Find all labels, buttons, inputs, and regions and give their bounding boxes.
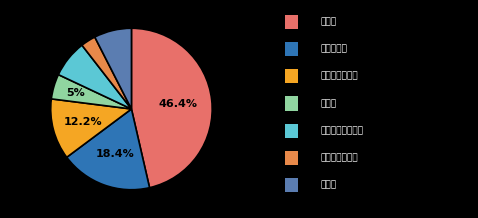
FancyBboxPatch shape	[284, 96, 298, 111]
Text: 5%: 5%	[66, 88, 85, 98]
Text: 建設業: 建設業	[320, 99, 337, 108]
Wedge shape	[51, 75, 131, 109]
Wedge shape	[51, 99, 131, 157]
Text: その他: その他	[320, 181, 337, 190]
FancyBboxPatch shape	[284, 178, 298, 192]
FancyBboxPatch shape	[284, 42, 298, 56]
Text: 3.0%: 3.0%	[64, 21, 94, 31]
Text: 46.4%: 46.4%	[159, 99, 197, 109]
FancyBboxPatch shape	[284, 124, 298, 138]
FancyBboxPatch shape	[284, 151, 298, 165]
Wedge shape	[131, 28, 212, 188]
Text: 12.2%: 12.2%	[64, 117, 102, 127]
Text: 運輸業・郵便業: 運輸業・郵便業	[320, 153, 358, 163]
Wedge shape	[82, 37, 131, 109]
Wedge shape	[58, 45, 131, 109]
Text: その他サービス業: その他サービス業	[320, 126, 363, 135]
Text: 卸売業・小売業: 卸売業・小売業	[320, 72, 358, 81]
Wedge shape	[95, 28, 131, 109]
Text: 製造業: 製造業	[320, 17, 337, 26]
Wedge shape	[67, 109, 150, 190]
FancyBboxPatch shape	[284, 15, 298, 29]
Text: 18.4%: 18.4%	[96, 150, 134, 160]
Text: 情報通信業: 情報通信業	[320, 44, 347, 54]
FancyBboxPatch shape	[284, 69, 298, 83]
